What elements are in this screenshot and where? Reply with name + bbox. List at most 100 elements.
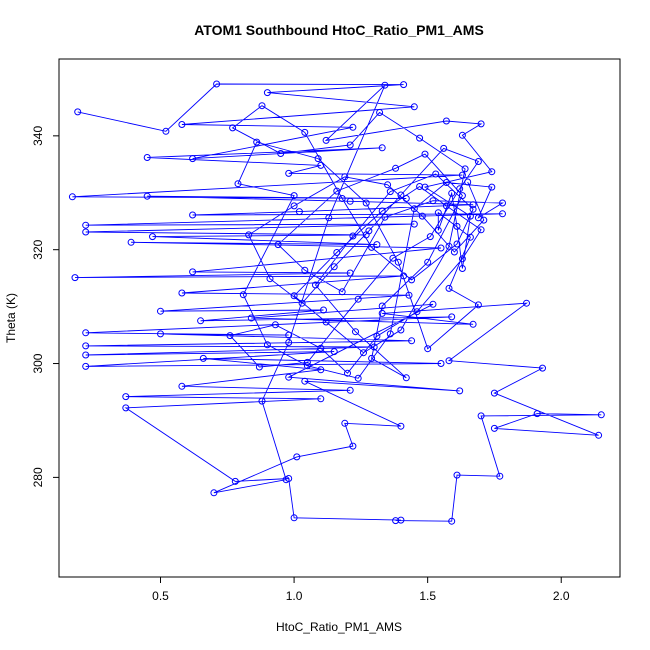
data-point [440,144,448,152]
data-point [464,178,472,186]
data-point [394,258,402,266]
data-point [458,131,466,139]
data-point [295,208,303,216]
data-point [410,103,418,111]
data-point [189,268,197,276]
data-point [376,109,384,116]
data-point [421,150,429,158]
data-point [338,288,346,296]
data-point [317,366,325,374]
data-point [82,342,90,350]
data-point [424,258,432,266]
data-point [157,307,164,315]
data-point [231,477,239,485]
data-point [523,299,530,307]
data-point [253,138,261,146]
data-point [392,517,400,525]
data-point [290,202,298,210]
x-tick-label: 1.5 [419,589,436,603]
data-point [458,171,466,179]
data-point [330,348,338,356]
data-point [234,180,242,188]
x-tick-label: 2.0 [553,589,570,603]
data-point [381,81,389,89]
data-point [301,128,309,136]
data-point [458,192,466,200]
data-point [434,226,442,234]
data-point [352,328,359,336]
data-point [429,300,437,308]
data-point [362,199,370,207]
data-point [189,155,197,163]
data-point [384,181,392,189]
data-point [469,205,477,213]
data-point [434,209,442,217]
data-point [474,301,482,309]
data-point [378,207,386,215]
data-point [322,136,330,144]
data-point [354,295,362,303]
data-point [456,387,464,395]
data-point [245,231,253,239]
data-point [397,191,405,199]
data-point [346,141,354,149]
data-point [437,244,445,252]
data-point [333,187,341,195]
data-point [338,195,346,202]
data-point [416,183,424,190]
data-point [82,228,90,236]
data-point [360,349,367,357]
data-point [82,329,90,337]
data-point [341,419,349,427]
data-point [400,81,408,89]
y-tick-label: 320 [31,239,45,259]
data-point [290,514,298,522]
y-axis: 280 300 320 340 [31,126,59,487]
data-point [82,351,90,359]
data-point [317,161,325,169]
data-point [349,123,357,131]
chart-title: ATOM1 Southbound HtoC_Ratio_PM1_AMS [194,22,484,38]
data-point [448,189,456,197]
data-point [458,265,466,272]
data-point [247,314,255,322]
data-point [322,318,330,326]
data-point [418,212,426,220]
data-point [496,472,504,480]
data-point [330,263,338,271]
data-point [333,249,341,256]
data-point [274,241,282,249]
data-point [82,362,90,370]
y-tick-label: 280 [31,467,45,487]
data-point [442,179,450,186]
data-point [290,292,298,300]
data-point [448,313,456,321]
data-point [189,211,197,219]
data-point [408,337,416,345]
data-point [402,374,410,382]
data-point [258,397,266,405]
data-point [397,516,405,524]
data-point [539,364,546,372]
data-point [392,164,400,172]
data-point [424,345,432,353]
data-point [477,120,485,128]
data-point [410,205,418,213]
data-point [458,255,466,263]
data-point [426,233,434,241]
y-axis-title: Theta (K) [4,293,18,343]
data-point [442,202,450,210]
data-point [320,306,327,314]
data-point [437,360,445,367]
data-point [386,188,394,196]
data-point [346,386,354,394]
data-point [469,320,477,328]
data-point [413,308,421,316]
data-point [210,489,218,497]
data-point [365,227,373,235]
data-point [122,404,130,412]
data-point [178,121,186,128]
plot-frame [58,58,621,578]
data-point [378,309,386,317]
